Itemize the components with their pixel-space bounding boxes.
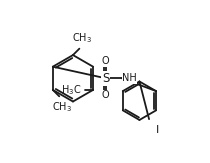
Text: CH$_3$: CH$_3$	[72, 31, 92, 45]
Text: O: O	[102, 90, 110, 100]
Text: I: I	[155, 125, 159, 135]
Text: NH: NH	[122, 73, 137, 83]
Text: O: O	[102, 56, 110, 67]
Text: CH$_3$: CH$_3$	[52, 100, 72, 114]
Text: S: S	[102, 72, 109, 85]
Text: H$_3$C: H$_3$C	[61, 83, 81, 97]
